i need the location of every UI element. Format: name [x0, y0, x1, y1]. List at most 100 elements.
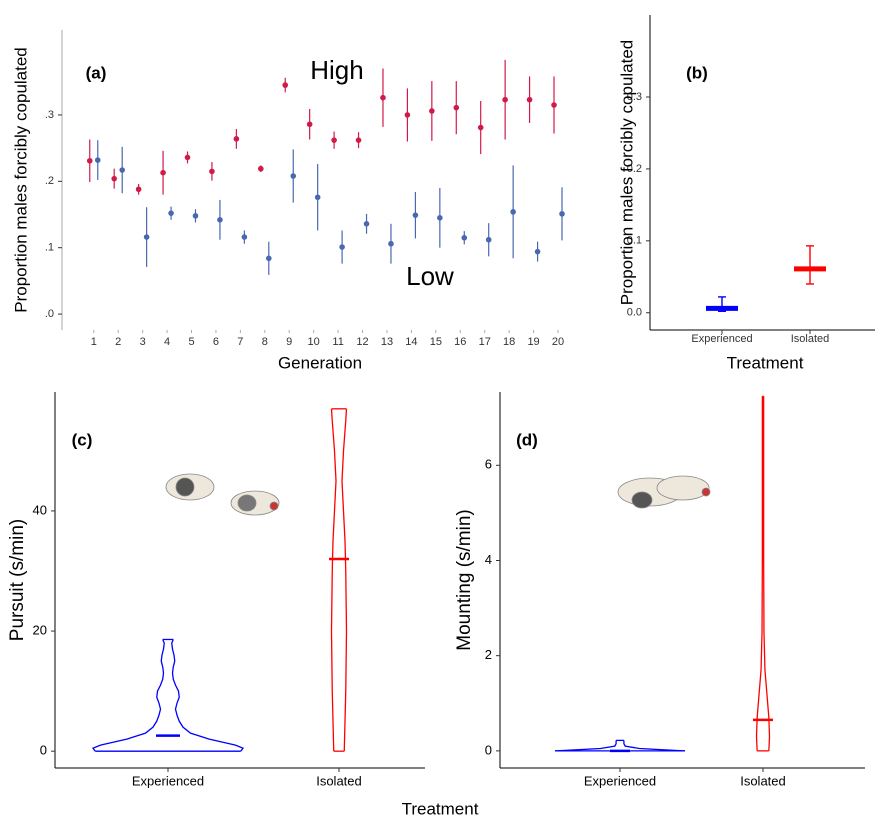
y-tick-label: 0.2	[627, 163, 642, 175]
point	[217, 217, 223, 223]
point	[168, 210, 174, 216]
point	[143, 234, 150, 240]
point	[551, 102, 557, 108]
x-axis-title: Treatment	[402, 799, 479, 818]
x-tick-label: Isolated	[740, 773, 786, 788]
point	[119, 167, 125, 173]
point	[209, 168, 215, 175]
point	[233, 136, 240, 142]
x-tick-label: 5	[188, 336, 194, 348]
x-tick-label: Experienced	[691, 333, 752, 345]
point	[111, 175, 117, 182]
x-tick-label: 6	[213, 336, 219, 348]
y-tick-label: .2	[45, 175, 54, 187]
point	[559, 211, 565, 217]
x-tick-label: Isolated	[316, 773, 362, 788]
y-axis-title: Proportion males forcibly copulated	[11, 47, 30, 313]
x-tick-label: 15	[430, 336, 442, 348]
violin-outline	[554, 740, 617, 752]
point	[510, 209, 516, 215]
y-axis-title: Mounting (s/min)	[454, 509, 475, 651]
x-tick-label: 10	[308, 336, 320, 348]
panel-label: (a)	[86, 63, 107, 82]
y-tick-label: 2	[485, 647, 492, 662]
x-tick-label: 4	[164, 336, 170, 348]
y-tick-label: 4	[485, 552, 492, 567]
violin-outline	[763, 396, 771, 751]
x-tick-label: 12	[356, 336, 368, 348]
point	[135, 186, 142, 193]
annotation: High	[310, 55, 363, 85]
point	[355, 137, 362, 143]
x-axis-title: Generation	[278, 353, 362, 372]
point	[429, 108, 435, 114]
violin-outline	[330, 408, 337, 752]
point	[437, 215, 443, 221]
point	[339, 244, 345, 250]
x-tick-label: 14	[405, 336, 417, 348]
x-tick-label: 7	[237, 336, 243, 348]
point	[290, 173, 297, 179]
x-tick-label: Experienced	[584, 773, 656, 788]
point	[241, 234, 248, 240]
violin-outline	[341, 408, 348, 752]
point	[314, 194, 321, 201]
y-tick-label: 0.0	[627, 307, 642, 319]
point	[477, 124, 484, 131]
y-tick-label: .0	[45, 308, 54, 320]
point	[192, 213, 199, 219]
x-axis-title: Treatment	[727, 353, 804, 372]
x-tick-label: 1	[91, 336, 97, 348]
point	[404, 112, 411, 118]
x-tick-label: 8	[262, 336, 268, 348]
x-tick-label: 16	[454, 336, 466, 348]
panel-label: (c)	[72, 430, 93, 449]
annotation: Low	[406, 261, 454, 291]
point	[388, 240, 394, 247]
y-axis-title: Pursuit (s/min)	[7, 519, 28, 641]
point	[282, 82, 289, 88]
y-tick-label: 0	[485, 742, 492, 757]
violin-outline	[623, 740, 686, 752]
violin-outline	[91, 639, 165, 752]
point	[160, 169, 166, 176]
panel-label: (d)	[516, 430, 538, 449]
point	[534, 248, 541, 255]
violin-outline	[755, 396, 763, 751]
x-tick-label: 2	[115, 336, 121, 348]
point	[306, 121, 313, 128]
x-tick-label: 11	[332, 336, 343, 348]
y-tick-label: 40	[33, 502, 47, 517]
point	[94, 157, 101, 163]
point	[526, 96, 533, 103]
x-tick-label: 19	[527, 336, 539, 348]
point	[86, 157, 93, 164]
fly-illustration	[165, 473, 711, 516]
y-tick-label: .3	[45, 109, 54, 121]
point	[412, 212, 419, 218]
x-tick-label: 20	[552, 336, 564, 348]
y-tick-label: 0.1	[627, 235, 642, 247]
x-tick-label: Experienced	[132, 773, 204, 788]
point	[485, 236, 492, 243]
y-tick-label: 0	[40, 743, 47, 758]
y-tick-label: 0.3	[627, 91, 642, 103]
point	[502, 96, 508, 103]
point	[184, 154, 191, 161]
point	[331, 137, 337, 143]
x-tick-label: 3	[140, 336, 146, 348]
y-tick-label: 6	[485, 457, 492, 472]
panel-label: (b)	[686, 63, 708, 82]
x-tick-label: 13	[381, 336, 393, 348]
x-tick-label: 9	[286, 336, 292, 348]
y-tick-label: .1	[45, 242, 54, 254]
point	[453, 104, 460, 111]
x-tick-label: Isolated	[791, 333, 830, 345]
x-tick-label: 18	[503, 336, 515, 348]
x-tick-label: 17	[479, 336, 491, 348]
y-axis-title: Proportion males forcibly copulated	[617, 40, 636, 306]
violin-outline	[171, 639, 245, 752]
point	[363, 221, 370, 227]
point	[258, 165, 264, 172]
